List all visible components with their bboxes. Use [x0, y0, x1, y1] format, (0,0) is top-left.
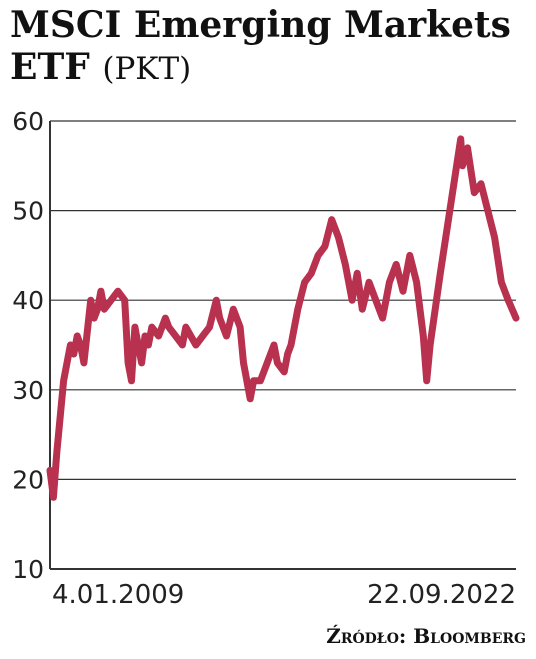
x-label-end: 22.09.2022: [367, 580, 516, 610]
y-tick-label-60: 60: [12, 107, 44, 136]
y-tick-label-30: 30: [12, 376, 44, 405]
series-line: [46, 135, 520, 501]
chart-unit: (PKT): [102, 51, 192, 87]
y-tick-label-50: 50: [12, 197, 44, 226]
y-tick-label-40: 40: [12, 286, 44, 315]
chart-title: MSCI Emerging Markets ETF (PKT): [10, 4, 530, 90]
chart-title-text: MSCI Emerging Markets ETF: [10, 4, 511, 88]
x-label-start: 4.01.2009: [52, 580, 184, 610]
line-chart: 10 20 30 40 50 60 4.01.2009 22.09.2022: [12, 107, 520, 610]
source-note: Źródło: Bloomberg: [326, 624, 526, 648]
y-tick-label-10: 10: [12, 555, 44, 584]
y-tick-label-20: 20: [12, 465, 44, 494]
